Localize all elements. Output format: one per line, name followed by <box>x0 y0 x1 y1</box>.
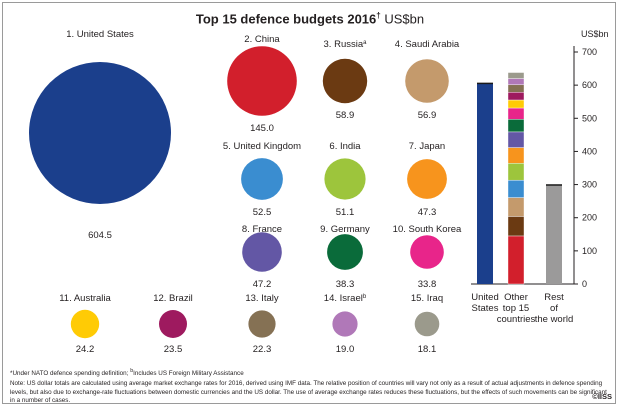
bubble-india <box>324 158 366 200</box>
bubble-label-germany: 9. Germany <box>320 224 370 235</box>
bubble-germany <box>327 234 363 270</box>
footnote-definitions: *Under NATO defence spending definition;… <box>10 367 610 378</box>
bubble-australia <box>70 309 100 339</box>
bubble-value-brazil: 23.5 <box>164 344 183 355</box>
bar-rest-of-the-world <box>546 185 562 284</box>
bubble-label-iraq: 15. Iraq <box>411 293 443 304</box>
bar-top-edge-rest-of-the-world <box>546 184 562 186</box>
bar-segment-united-kingdom <box>507 179 525 198</box>
footnote-marker-israel: b <box>363 294 367 300</box>
bubble-label-japan: 7. Japan <box>409 141 445 152</box>
bubble-value-australia: 24.2 <box>76 344 95 355</box>
bubble-label-saudi-arabia: 4. Saudi Arabia <box>395 39 460 50</box>
footnote-b-marker: b <box>130 368 134 374</box>
bubble-value-japan: 47.3 <box>418 207 437 218</box>
bar-segment-russia <box>507 216 525 237</box>
footnote-a: *Under NATO defence spending definition; <box>10 370 131 378</box>
bubble-value-india: 51.1 <box>336 207 355 218</box>
bubble-label-china: 2. China <box>244 34 280 45</box>
y-tick-label-600: 600 <box>582 80 597 90</box>
bar-label-rest-of-the-world-0: Rest <box>544 292 564 303</box>
bar-segment-saudi-arabia <box>507 197 525 217</box>
bubble-value-china: 145.0 <box>250 123 274 134</box>
footnote-b: Includes US Foreign Military Assistance <box>133 370 244 378</box>
bubble-united-kingdom <box>241 158 283 200</box>
bar-segment-italy <box>507 84 525 93</box>
bubble-saudi-arabia <box>405 59 449 103</box>
bubble-value-israel: 19.0 <box>336 344 355 355</box>
bar-label-other-top-15-countries-0: Other <box>504 292 528 303</box>
y-tick-label-400: 400 <box>582 146 597 156</box>
bubble-russia <box>322 58 368 104</box>
bar-label-rest-of-the-world-2: the world <box>535 314 574 325</box>
bubble-japan <box>407 159 447 199</box>
bubble-value-iraq: 18.1 <box>418 344 437 355</box>
title-unit: US$bn <box>384 11 425 27</box>
bubble-label-india: 6. India <box>329 141 361 152</box>
footnote-note: Note: US dollar totals are calculated us… <box>10 380 607 404</box>
bubble-value-germany: 38.3 <box>336 279 355 290</box>
bar-segment-france <box>507 131 525 148</box>
bar-segment-china <box>507 235 525 285</box>
bar-segment-iraq <box>507 72 525 79</box>
bar-segment-south-korea <box>507 107 525 120</box>
footnote-marker-russia: a <box>363 40 367 46</box>
bubble-label-russia: 3. Russiaa <box>324 39 368 50</box>
bubble-value-united-kingdom: 52.5 <box>253 207 272 218</box>
bar-label-united-states-0: United <box>471 292 498 303</box>
bubble-south-korea <box>410 235 444 269</box>
copyright: ©IISS <box>592 392 612 401</box>
bubble-china <box>227 46 297 116</box>
bubble-label-italy: 13. Italy <box>245 293 279 304</box>
bar-segment-india <box>507 163 525 181</box>
y-tick-label-0: 0 <box>582 279 587 289</box>
bar-segment-germany <box>507 119 525 133</box>
bar-segment-brazil <box>507 91 525 101</box>
y-tick-label-500: 500 <box>582 113 597 123</box>
bubble-value-saudi-arabia: 56.9 <box>418 110 437 121</box>
bubble-france <box>242 232 282 272</box>
bubble-israel <box>332 311 358 337</box>
bubble-value-south-korea: 33.8 <box>418 279 437 290</box>
bar-label-other-top-15-countries-2: countries <box>497 314 536 325</box>
bar-label-united-states-1: States <box>472 303 499 314</box>
bubble-label-australia: 11. Australia <box>59 293 111 304</box>
bar-united-states <box>477 83 493 285</box>
bubble-italy <box>248 310 276 338</box>
chart-frame <box>2 2 616 404</box>
bubble-value-united-states: 604.5 <box>88 230 112 241</box>
title-main: Top 15 defence budgets 2016 <box>195 11 377 27</box>
bubble-label-france: 8. France <box>242 224 282 235</box>
y-tick-label-700: 700 <box>582 47 597 57</box>
bubble-value-italy: 22.3 <box>253 344 272 355</box>
y-tick-label-300: 300 <box>582 180 597 190</box>
y-tick-label-200: 200 <box>582 213 597 223</box>
bar-segment-australia <box>507 99 525 109</box>
bar-label-other-top-15-countries-1: top 15 <box>503 303 529 314</box>
bar-top-edge-united-states <box>477 82 493 85</box>
y-axis-unit: US$bn <box>581 29 609 39</box>
bubble-label-israel: 14. Israelb <box>324 293 367 304</box>
bubble-iraq <box>414 311 440 337</box>
bar-label-rest-of-the-world-1: of <box>550 303 558 314</box>
bar-segment-israel <box>507 78 525 86</box>
bubble-label-brazil: 12. Brazil <box>153 293 193 304</box>
bubble-united-states <box>29 62 171 204</box>
title-dagger: † <box>376 11 381 20</box>
bubble-label-south-korea: 10. South Korea <box>393 224 462 235</box>
bubble-label-united-kingdom: 5. United Kingdom <box>223 141 301 152</box>
bubble-label-united-states: 1. United States <box>66 29 134 40</box>
y-tick-label-100: 100 <box>582 246 597 256</box>
bar-segment-japan <box>507 147 525 164</box>
bubble-brazil <box>159 310 187 338</box>
bubble-value-france: 47.2 <box>253 279 272 290</box>
bubble-value-russia: 58.9 <box>336 110 355 121</box>
notes: *Under NATO defence spending definition;… <box>10 367 610 405</box>
chart-title: Top 15 defence budgets 2016† US$bn <box>0 11 620 26</box>
